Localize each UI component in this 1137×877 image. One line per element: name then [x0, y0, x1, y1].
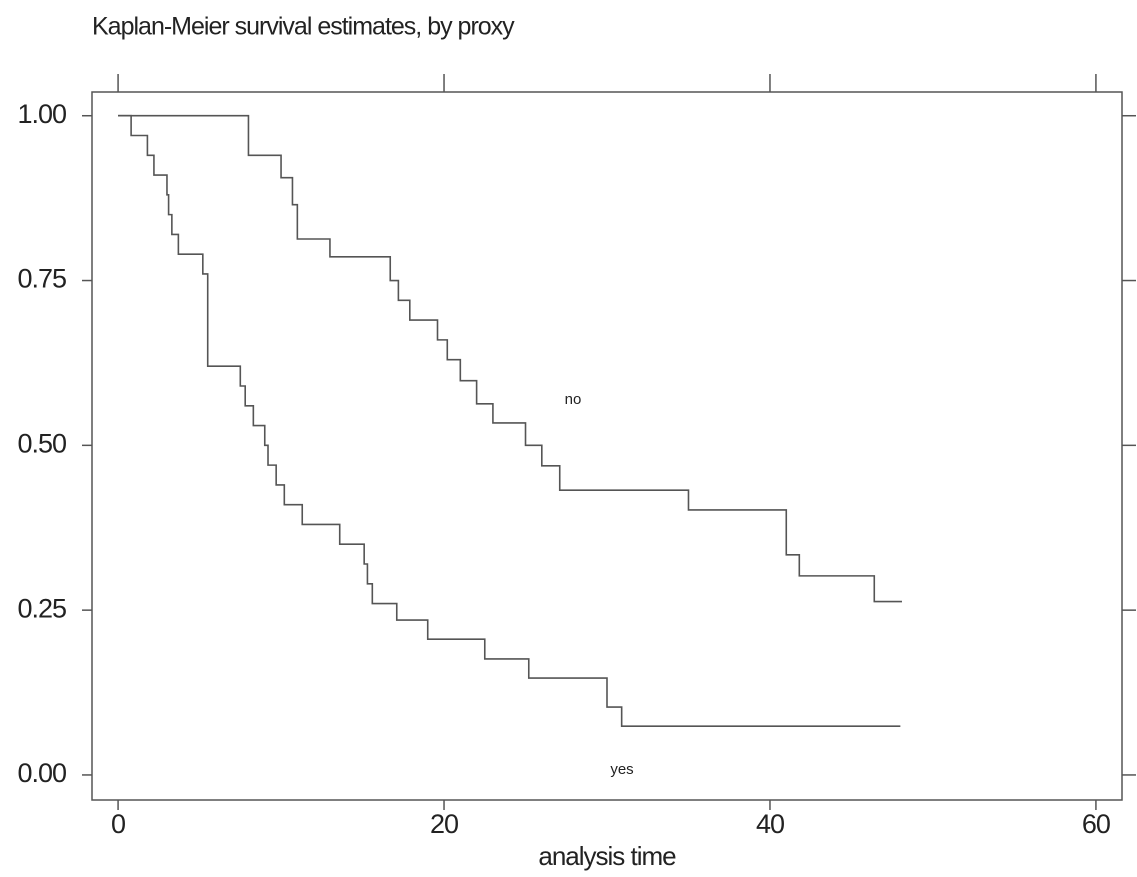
series-label: yes: [610, 761, 633, 778]
x-tick-label: 0: [111, 809, 125, 839]
y-tick-label: 0.25: [17, 593, 66, 623]
y-tick-label: 0.00: [17, 758, 66, 788]
x-tick-label: 60: [1082, 809, 1110, 839]
x-tick-label: 20: [430, 809, 458, 839]
chart-title: Kaplan-Meier survival estimates, by prox…: [92, 13, 515, 41]
survival-curve: [118, 114, 901, 727]
x-axis-label: analysis time: [538, 841, 676, 871]
survival-curve: [118, 114, 902, 603]
series-label: no: [565, 391, 582, 408]
x-tick-label: 40: [756, 809, 784, 839]
y-tick-label: 0.50: [17, 428, 66, 458]
y-tick-label: 1.00: [17, 99, 66, 129]
y-tick-label: 0.75: [17, 264, 66, 294]
